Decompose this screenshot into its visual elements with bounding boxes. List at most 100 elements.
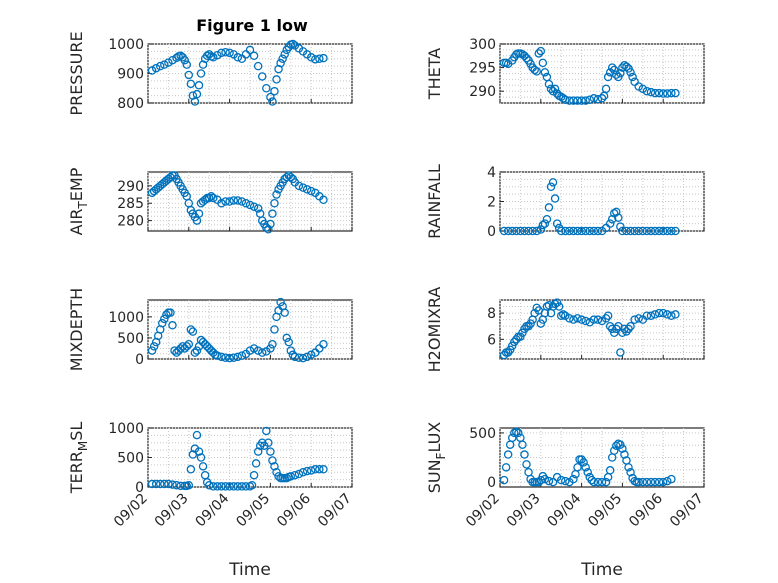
data-point [319, 339, 328, 349]
data-point [200, 195, 210, 205]
data-point [534, 49, 544, 58]
data-point [622, 327, 631, 336]
data-point [612, 324, 621, 334]
data-point [247, 480, 257, 490]
data-point [262, 426, 271, 436]
data-point [306, 186, 316, 196]
data-point [646, 477, 656, 487]
data-point [593, 477, 603, 487]
data-point [280, 50, 289, 59]
data-point [524, 321, 533, 331]
data-point [160, 479, 169, 489]
data-point [155, 61, 165, 71]
data-point [603, 72, 613, 82]
data-point [654, 477, 664, 487]
data-point [546, 182, 556, 191]
data-point [194, 209, 204, 218]
data-point [573, 463, 582, 472]
x-tick-label: 09/02 [111, 491, 151, 531]
data-point [270, 86, 279, 96]
data-point [209, 193, 218, 203]
data-point [548, 477, 558, 487]
data-point [628, 72, 637, 82]
x-tick-label: 09/04 [193, 490, 233, 530]
data-point [198, 462, 208, 471]
data-point [499, 475, 509, 485]
data-point [272, 190, 281, 199]
data-point [176, 481, 185, 491]
data-point [233, 352, 243, 362]
data-point [554, 302, 564, 311]
data-point [319, 465, 328, 474]
data-point [556, 226, 566, 236]
data-point [556, 475, 566, 485]
data-point [650, 226, 660, 236]
data-point [581, 316, 590, 326]
data-point [544, 79, 554, 89]
data-point [510, 337, 519, 347]
data-point [589, 477, 599, 487]
y-tick-label: 300 [469, 37, 496, 53]
y-tick-label: 295 [469, 61, 496, 77]
data-point [667, 226, 676, 236]
y-tick-label: 0 [487, 475, 496, 491]
data-point [626, 68, 635, 77]
data-point [276, 58, 285, 68]
data-point [147, 346, 157, 355]
data-point [573, 226, 582, 236]
data-point [184, 70, 194, 80]
data-point [544, 476, 554, 486]
data-point [577, 315, 586, 324]
y-axis-label: RAINFALL [425, 164, 444, 239]
data-point [579, 458, 588, 467]
data-point [282, 333, 291, 343]
data-point [530, 65, 539, 75]
data-point [237, 197, 247, 206]
y-tick-label: 280 [117, 214, 144, 230]
data-point [272, 467, 281, 477]
data-point [616, 222, 625, 231]
data-point [536, 46, 546, 56]
data-point [274, 472, 283, 481]
x-tick-label: 09/04 [545, 490, 585, 530]
y-tick-label: 285 [117, 196, 144, 212]
data-point [538, 58, 548, 68]
data-point [544, 300, 554, 310]
data-point [221, 197, 230, 206]
data-point [284, 337, 294, 347]
data-point [172, 480, 181, 490]
data-point [601, 84, 611, 94]
data-point [286, 172, 296, 182]
data-point [164, 58, 173, 67]
data-point [241, 198, 251, 208]
data-point [182, 342, 192, 351]
data-point [532, 303, 541, 313]
data-point [192, 430, 202, 440]
data-point [319, 195, 328, 205]
data-point [172, 53, 181, 63]
data-point [634, 82, 643, 91]
data-point [620, 450, 629, 459]
data-point [198, 60, 208, 69]
data-point [249, 470, 259, 480]
data-point [561, 95, 570, 104]
y-tick-label: 1000 [108, 421, 144, 437]
data-point [512, 226, 521, 236]
data-point [550, 84, 560, 94]
data-point [589, 226, 599, 236]
data-point [266, 92, 275, 102]
data-point [638, 477, 648, 487]
data-point [609, 446, 619, 455]
data-point [516, 226, 525, 236]
data-point [217, 352, 226, 362]
data-point [524, 226, 533, 236]
data-point [634, 477, 643, 487]
data-point [282, 172, 291, 182]
data-point [614, 213, 623, 222]
data-point [206, 192, 216, 201]
data-point [607, 63, 617, 72]
data-point [667, 311, 676, 320]
data-point [522, 53, 531, 63]
data-point [272, 75, 281, 84]
